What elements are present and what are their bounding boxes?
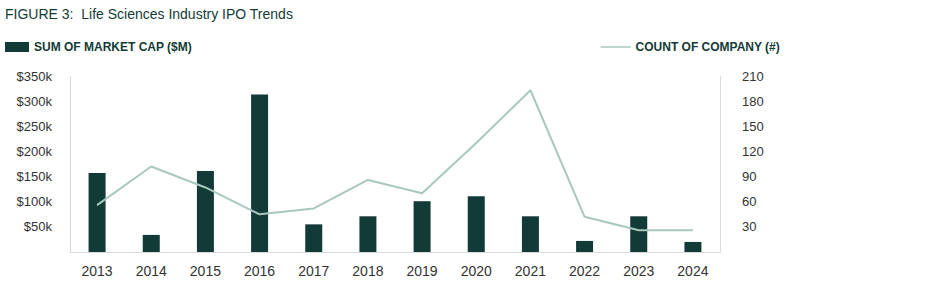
svg-text:2014: 2014 (136, 263, 167, 279)
svg-text:180: 180 (742, 94, 764, 109)
svg-text:2013: 2013 (82, 263, 113, 279)
svg-text:$150k: $150k (17, 169, 53, 184)
svg-text:$250k: $250k (17, 119, 53, 134)
svg-text:2024: 2024 (677, 263, 708, 279)
svg-text:2022: 2022 (569, 263, 600, 279)
svg-text:$100k: $100k (17, 194, 53, 209)
svg-text:$350k: $350k (17, 69, 53, 84)
svg-text:$300k: $300k (17, 94, 53, 109)
svg-text:150: 150 (742, 119, 764, 134)
svg-text:COUNT OF COMPANY (#): COUNT OF COMPANY (#) (636, 40, 780, 54)
svg-text:210: 210 (742, 69, 764, 84)
svg-text:90: 90 (742, 169, 756, 184)
svg-text:$50k: $50k (24, 219, 53, 234)
svg-text:2015: 2015 (190, 263, 221, 279)
svg-text:2016: 2016 (244, 263, 275, 279)
svg-text:FIGURE 3: Life Sciences Indus: FIGURE 3: Life Sciences Industry IPO Tre… (5, 6, 293, 22)
svg-text:120: 120 (742, 144, 764, 159)
svg-text:2020: 2020 (461, 263, 492, 279)
svg-text:$200k: $200k (17, 144, 53, 159)
svg-text:SUM OF MARKET CAP ($M): SUM OF MARKET CAP ($M) (34, 40, 192, 54)
svg-text:60: 60 (742, 194, 756, 209)
svg-text:2021: 2021 (515, 263, 546, 279)
svg-text:2017: 2017 (298, 263, 329, 279)
svg-text:2023: 2023 (623, 263, 654, 279)
svg-text:2018: 2018 (352, 263, 383, 279)
svg-text:2019: 2019 (407, 263, 438, 279)
svg-text:30: 30 (742, 219, 756, 234)
